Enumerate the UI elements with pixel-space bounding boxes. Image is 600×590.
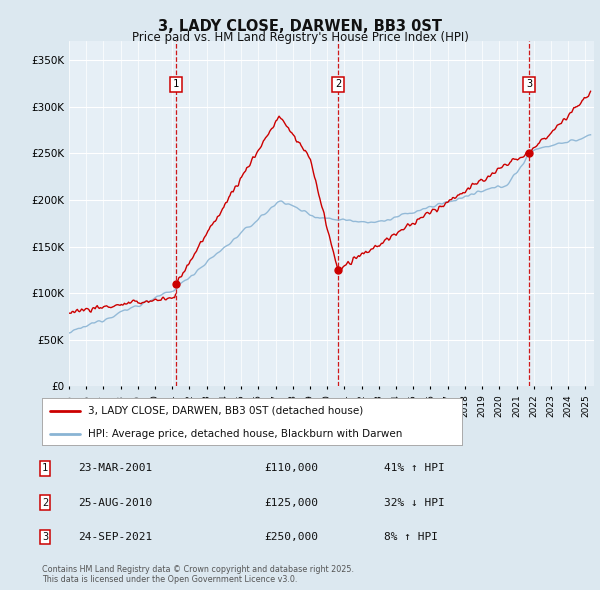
Text: 24-SEP-2021: 24-SEP-2021	[78, 532, 152, 542]
Text: 41% ↑ HPI: 41% ↑ HPI	[384, 464, 445, 473]
Text: 8% ↑ HPI: 8% ↑ HPI	[384, 532, 438, 542]
Text: 3: 3	[526, 80, 532, 90]
Text: 3, LADY CLOSE, DARWEN, BB3 0ST: 3, LADY CLOSE, DARWEN, BB3 0ST	[158, 19, 442, 34]
Text: 1: 1	[173, 80, 179, 90]
Text: 23-MAR-2001: 23-MAR-2001	[78, 464, 152, 473]
Text: 25-AUG-2010: 25-AUG-2010	[78, 498, 152, 507]
Text: 3: 3	[42, 532, 48, 542]
Text: 2: 2	[335, 80, 341, 90]
Text: Price paid vs. HM Land Registry's House Price Index (HPI): Price paid vs. HM Land Registry's House …	[131, 31, 469, 44]
Text: 2: 2	[42, 498, 48, 507]
Text: 1: 1	[42, 464, 48, 473]
Text: £110,000: £110,000	[264, 464, 318, 473]
Text: £125,000: £125,000	[264, 498, 318, 507]
Text: HPI: Average price, detached house, Blackburn with Darwen: HPI: Average price, detached house, Blac…	[88, 429, 403, 438]
Text: £250,000: £250,000	[264, 532, 318, 542]
Text: 3, LADY CLOSE, DARWEN, BB3 0ST (detached house): 3, LADY CLOSE, DARWEN, BB3 0ST (detached…	[88, 406, 364, 416]
Text: 32% ↓ HPI: 32% ↓ HPI	[384, 498, 445, 507]
Text: Contains HM Land Registry data © Crown copyright and database right 2025.
This d: Contains HM Land Registry data © Crown c…	[42, 565, 354, 584]
